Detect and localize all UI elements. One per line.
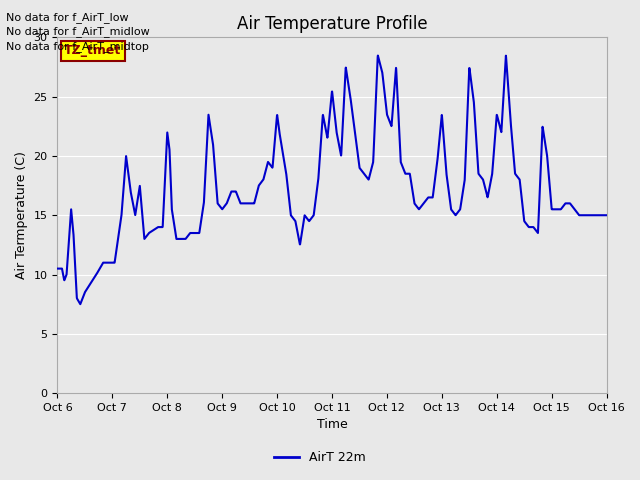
Legend: AirT 22m: AirT 22m <box>269 446 371 469</box>
X-axis label: Time: Time <box>317 419 348 432</box>
Text: No data for f_AirT_low: No data for f_AirT_low <box>6 12 129 23</box>
Title: Air Temperature Profile: Air Temperature Profile <box>237 15 428 33</box>
Text: TZ_tmet: TZ_tmet <box>65 44 122 57</box>
Text: No data for f_AirT_midlow: No data for f_AirT_midlow <box>6 26 150 37</box>
Text: No data for f_AirT_midtop: No data for f_AirT_midtop <box>6 41 149 52</box>
Y-axis label: Air Termperature (C): Air Termperature (C) <box>15 151 28 279</box>
